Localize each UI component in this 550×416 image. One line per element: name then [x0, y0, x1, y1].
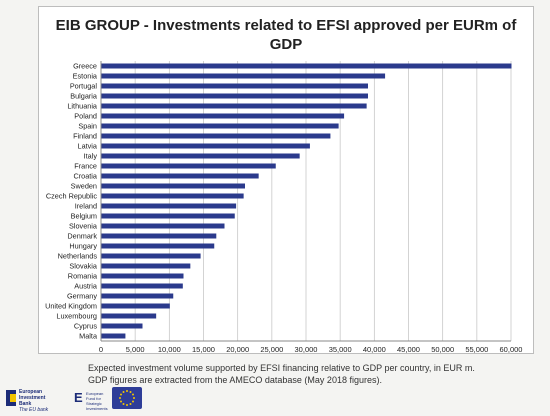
bar — [101, 203, 237, 209]
bar — [101, 93, 368, 99]
category-label: Latvia — [78, 142, 98, 151]
x-tick-label: 40,000 — [363, 345, 386, 353]
bar — [101, 273, 184, 279]
category-label: Romania — [68, 272, 98, 281]
x-tick-label: 35,000 — [329, 345, 352, 353]
efsi-logo-line-4: Investments — [86, 406, 108, 411]
x-tick-label: 25,000 — [260, 345, 283, 353]
category-label: Italy — [84, 152, 98, 161]
bar — [101, 153, 300, 159]
eib-logo-tagline: The EU bank — [19, 407, 49, 413]
category-label: Hungary — [69, 242, 97, 251]
bar-chart: 0 5,000 10,000 15,000 20,000 25,000 30,000 35,0… — [45, 61, 523, 353]
category-label: Lithuania — [67, 102, 98, 111]
bar — [101, 243, 215, 249]
bar — [101, 133, 331, 139]
bar — [101, 323, 143, 329]
footer-logos: European Investment Bank The EU bank E E… — [0, 384, 550, 416]
bar — [101, 283, 183, 289]
bar — [101, 193, 244, 199]
category-label: Czech Republic — [46, 192, 97, 201]
x-tick-label: 55,000 — [465, 345, 488, 353]
category-label: Croatia — [73, 172, 97, 181]
bar — [101, 213, 235, 219]
category-label: Germany — [67, 292, 97, 301]
x-tick-label: 60,000 — [500, 345, 523, 353]
bar — [101, 173, 259, 179]
category-label: Netherlands — [58, 252, 98, 261]
bar — [101, 123, 339, 129]
category-label: Cyprus — [74, 322, 97, 331]
category-label: Sweden — [71, 182, 97, 191]
efsi-logo-line-1: European — [86, 391, 104, 396]
bar — [101, 263, 191, 269]
bar — [101, 83, 368, 89]
x-tick-label: 45,000 — [397, 345, 420, 353]
bar — [101, 233, 217, 239]
x-tick-label: 15,000 — [192, 345, 215, 353]
category-label: Greece — [73, 62, 97, 71]
category-label: Belgium — [71, 212, 97, 221]
category-label: Luxembourg — [56, 312, 97, 321]
bar — [101, 63, 512, 69]
category-label: Finland — [73, 132, 97, 141]
category-label: Spain — [78, 122, 97, 131]
caption-line-1: Expected investment volume supported by … — [88, 363, 475, 373]
category-label: Malta — [79, 332, 98, 341]
x-tick-label: 10,000 — [158, 345, 181, 353]
x-tick-label: 30,000 — [295, 345, 318, 353]
category-label: Portugal — [70, 82, 98, 91]
eib-logo-line-3: Bank — [19, 401, 32, 407]
category-label: Denmark — [67, 232, 97, 241]
category-label: Estonia — [73, 72, 98, 81]
eib-logo-line-2: Investment — [19, 395, 46, 401]
x-tick-label: 5,000 — [126, 345, 145, 353]
category-label: France — [74, 162, 97, 171]
category-label: Austria — [74, 282, 98, 291]
bar — [101, 73, 386, 79]
category-label: Bulgaria — [70, 92, 98, 101]
bar — [101, 183, 245, 189]
category-label: Slovakia — [69, 262, 98, 271]
bar — [101, 223, 225, 229]
caption-line-2: GDP figures are extracted from the AMECO… — [88, 375, 382, 385]
bar — [101, 293, 174, 299]
bar — [101, 113, 345, 119]
bar — [101, 253, 201, 259]
bar — [101, 143, 310, 149]
category-label: Ireland — [75, 202, 97, 211]
bar — [101, 333, 126, 339]
eib-logo: European Investment Bank The EU bank — [6, 388, 58, 413]
eib-logo-line-1: European — [19, 389, 43, 395]
bar — [101, 313, 157, 319]
chart-title: EIB GROUP - Investments related to EFSI … — [55, 17, 517, 53]
x-tick-label: 20,000 — [226, 345, 249, 353]
chart-caption: Expected investment volume supported by … — [88, 362, 528, 386]
category-label: Slovenia — [69, 222, 98, 231]
eu-flag-icon — [112, 387, 142, 409]
efsi-logo-line-3: Strategic — [86, 401, 102, 406]
bar — [101, 103, 367, 109]
efsi-logo-line-2: Fund for — [86, 396, 101, 401]
bar — [101, 163, 276, 169]
bar — [101, 303, 170, 309]
category-label: United Kingdom — [45, 302, 97, 311]
category-label: Poland — [74, 112, 97, 121]
x-tick-label: 0 — [99, 345, 103, 353]
chart-frame: EIB GROUP - Investments related to EFSI … — [38, 6, 534, 354]
efsi-logo: E European Fund for Strategic Investment… — [74, 390, 108, 411]
x-tick-label: 50,000 — [431, 345, 454, 353]
